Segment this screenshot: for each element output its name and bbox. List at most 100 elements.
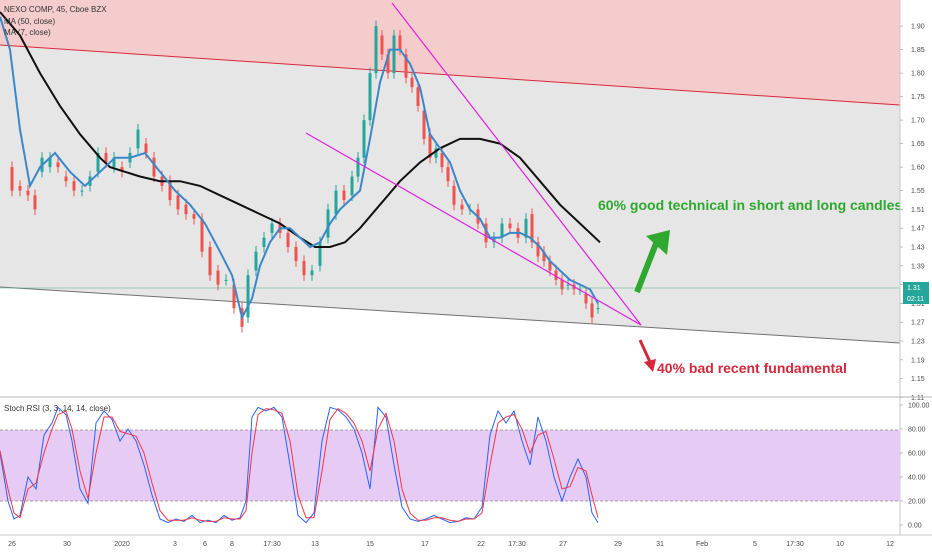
time-tick-label: 3 bbox=[173, 541, 177, 548]
candle-body bbox=[80, 190, 84, 192]
channel-bottom-line bbox=[0, 286, 901, 344]
candle-body bbox=[380, 35, 384, 55]
price-tick-label: 1.90 bbox=[911, 24, 925, 31]
resistance-zone bbox=[0, 0, 900, 105]
candle-body bbox=[104, 153, 108, 163]
candle-body bbox=[530, 214, 534, 243]
candle-body bbox=[368, 73, 372, 121]
candle-body bbox=[542, 251, 546, 262]
time-tick-label: 6 bbox=[203, 541, 207, 548]
candle-body bbox=[26, 190, 30, 196]
candle-body bbox=[136, 129, 140, 149]
candle-body bbox=[310, 270, 314, 276]
price-tick-label: 1.11 bbox=[911, 395, 924, 402]
candle-body bbox=[224, 279, 228, 281]
up-arrow bbox=[634, 230, 670, 294]
price-tick-label: 1.23 bbox=[911, 339, 925, 346]
symbol-legend: NEXO COMP, 45, Cboe BZX bbox=[4, 5, 107, 14]
price-badge-bg bbox=[903, 282, 929, 293]
candle-body bbox=[428, 134, 432, 158]
candle-body bbox=[72, 181, 76, 191]
price-tick-label: 1.51 bbox=[911, 207, 925, 214]
candle-body bbox=[262, 237, 266, 247]
price-tick-label: 1.27 bbox=[911, 320, 925, 327]
candle-body bbox=[18, 185, 22, 191]
candle-body bbox=[200, 218, 204, 252]
time-tick-label: 17:30 bbox=[508, 541, 526, 548]
candle-body bbox=[554, 270, 558, 280]
candle-body bbox=[184, 204, 188, 215]
candle-body bbox=[386, 54, 390, 74]
time-tick-label: 17 bbox=[421, 541, 429, 548]
candle-body bbox=[232, 284, 236, 309]
candle-body bbox=[416, 87, 420, 106]
price-tick-label: 1.19 bbox=[911, 357, 925, 364]
price-tick-label: 1.75 bbox=[911, 94, 925, 101]
candle-body bbox=[254, 251, 258, 271]
time-tick-label: 31 bbox=[656, 541, 664, 548]
candle-body bbox=[508, 223, 512, 229]
down-arrow bbox=[638, 339, 656, 372]
time-tick-label: 26 bbox=[8, 541, 16, 548]
stoch-tick-label: 40.00 bbox=[908, 475, 926, 482]
time-tick-label: 27 bbox=[559, 541, 567, 548]
time-tick-label: 17:30 bbox=[263, 541, 281, 548]
stoch-band bbox=[0, 430, 900, 501]
candle-body bbox=[434, 148, 438, 158]
time-tick-label: 30 bbox=[63, 541, 71, 548]
channel-zone bbox=[0, 45, 900, 343]
time-tick-label: 8 bbox=[230, 541, 234, 548]
candle-body bbox=[216, 270, 220, 285]
stoch-tick-label: 0.00 bbox=[908, 523, 922, 530]
price-badge: 1.31 bbox=[907, 285, 921, 292]
time-tick-label: 2020 bbox=[114, 541, 130, 548]
candle-body bbox=[560, 279, 564, 290]
candle-body bbox=[294, 247, 298, 262]
candle-body bbox=[356, 157, 360, 177]
price-tick-label: 1.80 bbox=[911, 71, 925, 78]
stoch-legend: Stoch RSI (3, 3, 14, 14, close) bbox=[4, 404, 111, 413]
stoch-tick-label: 20.00 bbox=[908, 499, 926, 506]
candle-body bbox=[566, 284, 570, 286]
candle-body bbox=[144, 143, 148, 153]
candle-body bbox=[246, 275, 250, 318]
ma7-legend: MA (7, close) bbox=[4, 28, 51, 37]
candle-body bbox=[452, 185, 456, 205]
candle-body bbox=[168, 181, 172, 200]
price-tick-label: 1.31 bbox=[911, 301, 925, 308]
candle-body bbox=[192, 214, 196, 219]
candle-body bbox=[410, 77, 414, 88]
stoch-tick-label: 100.00 bbox=[908, 403, 930, 410]
candle-body bbox=[120, 167, 124, 172]
price-tick-label: 1.55 bbox=[911, 188, 925, 195]
price-axis bbox=[900, 0, 932, 397]
candle-body bbox=[584, 294, 588, 304]
candle-body bbox=[286, 232, 290, 247]
stoch-tick-label: 80.00 bbox=[908, 427, 926, 434]
time-tick-label: 15 bbox=[366, 541, 374, 548]
candle-body bbox=[318, 242, 322, 266]
stoch-d-line bbox=[0, 407, 599, 522]
price-tick-label: 1.65 bbox=[911, 141, 925, 148]
stoch-k-line bbox=[0, 406, 599, 524]
price-tick-label: 1.85 bbox=[911, 47, 925, 54]
candle-body bbox=[422, 110, 426, 139]
time-axis-ticks: 26 30 2020 3 6 8 17:30 13 15 17 22 17:30 27 29 31 Feb 5 1… bbox=[8, 541, 894, 548]
candle-body bbox=[590, 303, 594, 318]
candle-body bbox=[64, 176, 68, 182]
candle-body bbox=[176, 195, 180, 210]
candle-body bbox=[524, 218, 528, 238]
price-tick-label: 1.39 bbox=[911, 263, 925, 270]
candle-body bbox=[302, 261, 306, 276]
candle-body bbox=[96, 153, 100, 172]
wedge-upper-line bbox=[391, 2, 642, 326]
wedge-lower-line bbox=[305, 132, 642, 326]
candle-body bbox=[460, 204, 464, 210]
time-tick-label: 13 bbox=[311, 541, 319, 548]
candle-body bbox=[362, 120, 366, 158]
price-tick-label: 1.47 bbox=[911, 226, 925, 233]
price-tick-label: 1.60 bbox=[911, 165, 925, 172]
candle-body bbox=[548, 261, 552, 271]
